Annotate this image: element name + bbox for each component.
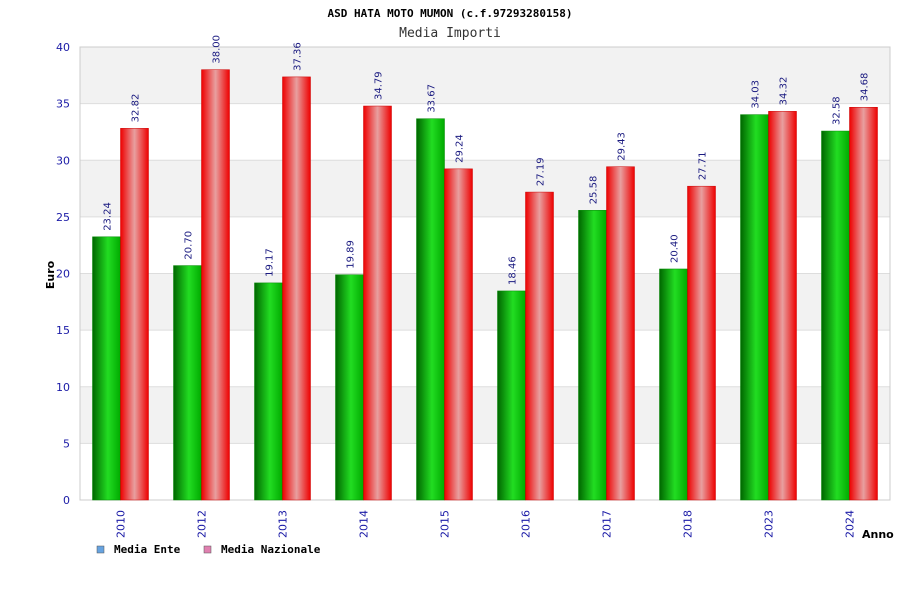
x-tick-label-2024: 2024 <box>844 510 857 538</box>
x-tick-label-2016: 2016 <box>520 510 533 538</box>
legend: Media Ente Media Nazionale <box>96 543 321 556</box>
x-axis-ticks: 2010 2012 2013 2014 2015 2016 2017 2018 2023 2024 <box>115 510 857 538</box>
value-label-media-ente-2010: 23.24 <box>103 202 114 231</box>
bar-media-nazionale-2015 <box>444 168 473 501</box>
value-label-media-ente-2017: 25.58 <box>589 176 600 205</box>
value-labels-group: 23.24 32.82 20.70 38.00 19.17 37.36 19.89 34.79… <box>103 35 871 285</box>
chart-subtitle: Media Importi <box>399 26 501 41</box>
y-tick-label: 10 <box>56 381 70 394</box>
bar-media-ente-2014 <box>335 274 364 501</box>
x-tick-label-2015: 2015 <box>439 510 452 538</box>
bar-media-ente-2013 <box>254 282 283 501</box>
bars-group <box>92 69 878 501</box>
y-tick-label: 5 <box>63 437 70 450</box>
value-label-media-nazionale-2012: 38.00 <box>212 35 223 64</box>
x-tick-label-2012: 2012 <box>196 510 209 538</box>
bar-media-ente-2018 <box>659 268 688 501</box>
legend-swatch-media-nazionale <box>203 545 212 554</box>
bar-media-nazionale-2014 <box>363 105 392 501</box>
plot-frame <box>79 46 891 501</box>
x-tick-label-2014: 2014 <box>358 510 371 538</box>
bar-media-nazionale-2016 <box>525 191 554 501</box>
value-label-media-nazionale-2018: 27.71 <box>698 152 709 181</box>
value-label-media-ente-2024: 32.58 <box>832 96 843 125</box>
value-label-media-nazionale-2017: 29.43 <box>617 132 628 161</box>
legend-label-media-nazionale: Media Nazionale <box>221 543 321 556</box>
y-tick-label: 0 <box>63 494 70 507</box>
chart-title: ASD HATA MOTO MUMON (c.f.97293280158) <box>327 7 572 20</box>
bar-media-ente-2012 <box>173 265 202 501</box>
value-label-media-ente-2018: 20.40 <box>670 234 681 263</box>
y-axis-ticks: 0 5 10 15 20 25 30 35 40 <box>56 41 70 507</box>
bar-media-nazionale-2017 <box>606 166 635 501</box>
y-tick-label: 25 <box>56 211 70 224</box>
x-tick-label-2010: 2010 <box>115 510 128 538</box>
bar-media-nazionale-2023 <box>768 111 797 501</box>
y-tick-label: 30 <box>56 154 70 167</box>
value-label-media-nazionale-2024: 34.68 <box>860 73 871 102</box>
value-label-media-ente-2016: 18.46 <box>508 256 519 285</box>
y-tick-label: 15 <box>56 324 70 337</box>
bar-media-nazionale-2010 <box>120 128 149 501</box>
bar-media-ente-2015 <box>416 118 445 501</box>
bar-media-ente-2024 <box>821 130 850 501</box>
value-label-media-nazionale-2023: 34.32 <box>779 77 790 106</box>
value-label-media-nazionale-2010: 32.82 <box>131 94 142 123</box>
y-axis-label: Euro <box>44 260 57 289</box>
value-label-media-ente-2014: 19.89 <box>346 240 357 269</box>
bar-media-nazionale-2013 <box>282 76 311 501</box>
value-label-media-nazionale-2015: 29.24 <box>455 134 466 163</box>
legend-swatch-media-ente <box>96 545 105 554</box>
value-label-media-nazionale-2013: 37.36 <box>293 42 304 71</box>
value-label-media-ente-2023: 34.03 <box>751 80 762 109</box>
y-tick-label: 40 <box>56 41 70 54</box>
y-tick-label: 35 <box>56 98 70 111</box>
x-tick-label-2023: 2023 <box>763 510 776 538</box>
bar-media-nazionale-2018 <box>687 185 716 501</box>
value-label-media-ente-2015: 33.67 <box>427 84 438 113</box>
y-tick-label: 20 <box>56 268 70 281</box>
x-tick-label-2018: 2018 <box>682 510 695 538</box>
bar-media-ente-2017 <box>578 210 607 501</box>
x-tick-label-2013: 2013 <box>277 510 290 538</box>
value-label-media-nazionale-2016: 27.19 <box>536 157 547 186</box>
bar-media-ente-2016 <box>497 290 526 501</box>
legend-label-media-ente: Media Ente <box>114 543 181 556</box>
x-tick-label-2017: 2017 <box>601 510 614 538</box>
bar-media-ente-2023 <box>740 114 769 501</box>
value-label-media-ente-2013: 19.17 <box>265 248 276 277</box>
x-axis-label: Anno <box>862 528 894 541</box>
value-label-media-ente-2012: 20.70 <box>184 231 195 260</box>
value-label-media-nazionale-2014: 34.79 <box>374 71 385 100</box>
bar-media-nazionale-2012 <box>201 69 230 501</box>
bar-media-nazionale-2024 <box>849 106 878 501</box>
bar-media-ente-2010 <box>92 236 121 501</box>
